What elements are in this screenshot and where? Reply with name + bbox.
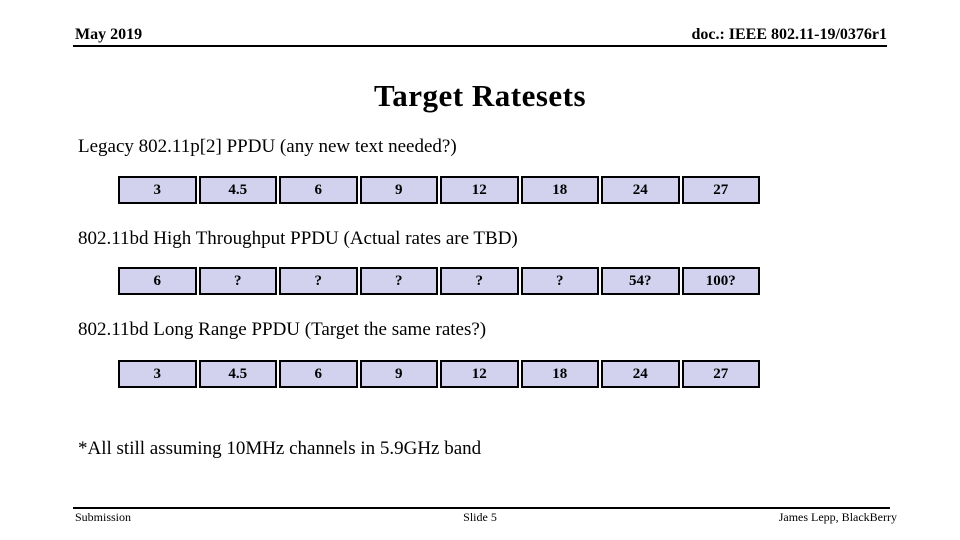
rate-cell: 18 bbox=[520, 176, 599, 204]
rate-cell: 100? bbox=[681, 267, 760, 295]
rateset-row-high-throughput: 6 ? ? ? ? ? 54? 100? bbox=[118, 267, 760, 295]
rate-cell: 18 bbox=[520, 360, 599, 388]
rate-cell: 12 bbox=[440, 176, 519, 204]
section-label-long-range-ppdu: 802.11bd Long Range PPDU (Target the sam… bbox=[78, 319, 487, 340]
rate-cell: ? bbox=[279, 267, 358, 295]
rate-cell: ? bbox=[440, 267, 519, 295]
rate-cell: 4.5 bbox=[198, 176, 277, 204]
footer-rule bbox=[73, 507, 890, 509]
rate-cell: 27 bbox=[681, 176, 760, 204]
footnote: *All still assuming 10MHz channels in 5.… bbox=[78, 438, 482, 459]
header-date: May 2019 bbox=[75, 26, 143, 43]
rate-cell: ? bbox=[359, 267, 438, 295]
rate-cell: 4.5 bbox=[198, 360, 277, 388]
header-rule bbox=[73, 45, 887, 47]
rate-cell: 9 bbox=[359, 360, 438, 388]
rate-cell: 6 bbox=[279, 176, 358, 204]
footer-author: James Lepp, BlackBerry bbox=[778, 510, 897, 524]
rateset-row-legacy: 3 4.5 6 9 12 18 24 27 bbox=[118, 176, 760, 204]
section-label-high-throughput-ppdu: 802.11bd High Throughput PPDU (Actual ra… bbox=[78, 228, 518, 249]
rate-cell: 24 bbox=[601, 360, 680, 388]
footer-slide-number: Slide 5 bbox=[463, 510, 497, 524]
rate-cell: 12 bbox=[440, 360, 519, 388]
footer-submission: Submission bbox=[75, 510, 132, 524]
rate-cell: 6 bbox=[118, 267, 197, 295]
rate-cell: 24 bbox=[601, 176, 680, 204]
header-doc-number: doc.: IEEE 802.11-19/0376r1 bbox=[691, 26, 887, 43]
rate-cell: 6 bbox=[279, 360, 358, 388]
rate-cell: 27 bbox=[681, 360, 760, 388]
rate-cell: ? bbox=[198, 267, 277, 295]
rate-cell: 54? bbox=[601, 267, 680, 295]
rate-cell: ? bbox=[520, 267, 599, 295]
rateset-row-long-range: 3 4.5 6 9 12 18 24 27 bbox=[118, 360, 760, 388]
slide-title: Target Ratesets bbox=[373, 78, 587, 113]
rate-cell: 3 bbox=[118, 176, 197, 204]
rate-cell: 3 bbox=[118, 360, 197, 388]
rate-cell: 9 bbox=[359, 176, 438, 204]
section-label-legacy-ppdu: Legacy 802.11p[2] PPDU (any new text nee… bbox=[78, 136, 457, 157]
